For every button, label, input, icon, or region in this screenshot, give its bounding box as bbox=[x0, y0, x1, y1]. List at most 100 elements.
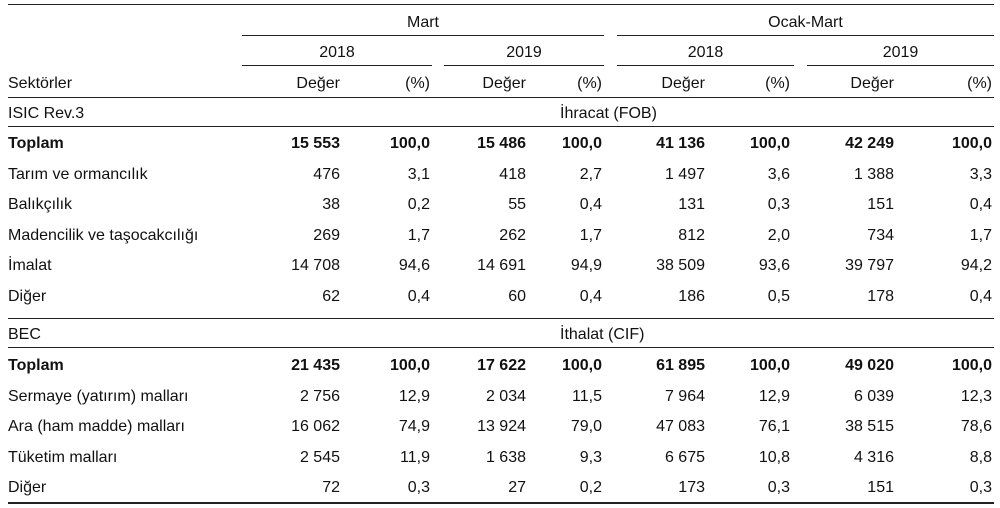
percent-cell: 9,3 bbox=[579, 448, 602, 466]
value-cell: 72 bbox=[322, 479, 340, 497]
row-label: Tarım ve ormancılık bbox=[8, 165, 148, 183]
row-label: Toplam bbox=[8, 357, 64, 374]
import-section-title: İthalat (CIF) bbox=[560, 326, 645, 343]
percent-cell: 94,9 bbox=[570, 257, 602, 275]
export-section-divider bbox=[8, 126, 994, 127]
value-cell: 61 895 bbox=[656, 357, 705, 374]
value-cell: 15 486 bbox=[477, 135, 526, 152]
value-cell: 4 316 bbox=[853, 448, 894, 466]
row-label: Diğer bbox=[8, 479, 47, 497]
percent-cell: 0,4 bbox=[407, 288, 430, 305]
group-header-ocak-mart: Ocak-Mart bbox=[768, 14, 843, 31]
col-header-value: Değer bbox=[296, 75, 340, 92]
value-cell: 1 388 bbox=[853, 165, 894, 183]
percent-cell: 12,3 bbox=[960, 387, 992, 405]
percent-cell: 0,4 bbox=[579, 196, 602, 214]
group-underline-ocak-mart bbox=[617, 35, 994, 36]
percent-cell: 11,5 bbox=[572, 387, 602, 405]
percent-cell: 0,4 bbox=[969, 196, 992, 214]
row-label: İmalat bbox=[8, 257, 52, 275]
value-cell: 6 039 bbox=[853, 387, 894, 405]
year-underline bbox=[617, 65, 794, 66]
value-cell: 60 bbox=[508, 288, 526, 305]
percent-cell: 100,0 bbox=[561, 357, 602, 374]
year-underline bbox=[807, 65, 994, 66]
percent-cell: 94,6 bbox=[398, 257, 430, 275]
percent-cell: 0,3 bbox=[767, 196, 790, 214]
value-cell: 131 bbox=[678, 196, 705, 214]
group-underline-mart bbox=[242, 35, 604, 36]
percent-cell: 1,7 bbox=[579, 226, 602, 244]
group-header-mart: Mart bbox=[407, 14, 439, 31]
percent-cell: 3,1 bbox=[407, 165, 430, 183]
row-label: Balıkçılık bbox=[8, 196, 73, 214]
value-cell: 812 bbox=[678, 226, 705, 244]
value-cell: 38 509 bbox=[656, 257, 705, 275]
percent-cell: 100,0 bbox=[749, 135, 790, 152]
value-cell: 1 497 bbox=[664, 165, 705, 183]
percent-cell: 76,1 bbox=[758, 418, 790, 436]
value-cell: 14 691 bbox=[477, 257, 526, 275]
value-cell: 2 756 bbox=[299, 387, 340, 405]
value-cell: 16 062 bbox=[291, 418, 340, 436]
row-label: Toplam bbox=[8, 135, 64, 152]
col-header-pct: (%) bbox=[765, 75, 790, 92]
value-cell: 1 638 bbox=[485, 448, 526, 466]
value-cell: 173 bbox=[678, 479, 705, 497]
year-header: 2018 bbox=[687, 44, 724, 61]
value-cell: 7 964 bbox=[664, 387, 705, 405]
value-cell: 17 622 bbox=[477, 357, 526, 374]
year-underline bbox=[444, 65, 604, 66]
value-cell: 27 bbox=[508, 479, 526, 497]
row-label: Madencilik ve taşocakcılığı bbox=[8, 226, 199, 244]
percent-cell: 0,5 bbox=[767, 288, 790, 305]
percent-cell: 2,7 bbox=[579, 165, 602, 183]
percent-cell: 2,0 bbox=[767, 226, 790, 244]
row-label: Tüketim malları bbox=[8, 448, 118, 466]
table-bottom-border bbox=[8, 502, 994, 504]
percent-cell: 0,2 bbox=[407, 196, 430, 214]
value-cell: 262 bbox=[499, 226, 526, 244]
col-header-pct: (%) bbox=[405, 75, 430, 92]
value-cell: 476 bbox=[313, 165, 340, 183]
value-cell: 15 553 bbox=[291, 135, 340, 152]
percent-cell: 8,8 bbox=[969, 448, 992, 466]
year-header: 2019 bbox=[506, 44, 542, 61]
value-cell: 21 435 bbox=[291, 357, 340, 374]
percent-cell: 78,6 bbox=[960, 418, 992, 436]
percent-cell: 93,6 bbox=[758, 257, 790, 275]
percent-cell: 11,9 bbox=[400, 448, 430, 466]
percent-cell: 0,2 bbox=[579, 479, 602, 497]
value-cell: 47 083 bbox=[656, 418, 705, 436]
row-label: Ara (ham madde) malları bbox=[8, 418, 185, 436]
percent-cell: 100,0 bbox=[561, 135, 602, 152]
percent-cell: 0,4 bbox=[579, 288, 602, 305]
percent-cell: 3,3 bbox=[969, 165, 992, 183]
percent-cell: 1,7 bbox=[407, 226, 430, 244]
percent-cell: 94,2 bbox=[960, 257, 992, 275]
value-cell: 55 bbox=[508, 196, 526, 214]
year-underline bbox=[242, 65, 432, 66]
value-cell: 41 136 bbox=[656, 135, 705, 152]
export-classification: ISIC Rev.3 bbox=[8, 105, 85, 122]
export-section-title: İhracat (FOB) bbox=[560, 105, 657, 122]
percent-cell: 0,3 bbox=[407, 479, 430, 497]
percent-cell: 12,9 bbox=[398, 387, 430, 405]
percent-cell: 100,0 bbox=[389, 135, 430, 152]
col-header-value: Değer bbox=[482, 75, 526, 92]
year-header: 2018 bbox=[319, 44, 355, 61]
value-cell: 6 675 bbox=[664, 448, 705, 466]
header-bottom-border bbox=[8, 97, 994, 98]
value-cell: 269 bbox=[313, 226, 340, 244]
value-cell: 151 bbox=[867, 479, 894, 497]
value-cell: 186 bbox=[678, 288, 705, 305]
value-cell: 38 515 bbox=[845, 418, 894, 436]
import-section-divider bbox=[8, 347, 994, 348]
percent-cell: 100,0 bbox=[389, 357, 430, 374]
value-cell: 2 545 bbox=[299, 448, 340, 466]
percent-cell: 0,3 bbox=[969, 479, 992, 497]
percent-cell: 10,8 bbox=[758, 448, 790, 466]
percent-cell: 1,7 bbox=[969, 226, 992, 244]
value-cell: 2 034 bbox=[485, 387, 526, 405]
